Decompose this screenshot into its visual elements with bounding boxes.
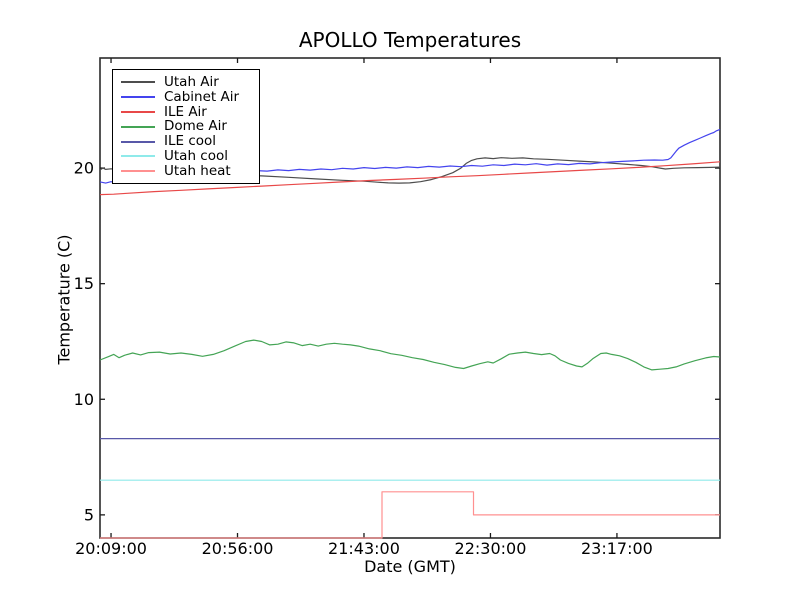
legend-item-utah-heat: Utah heat xyxy=(121,163,255,179)
y-axis-label: Temperature (C) xyxy=(54,234,74,365)
legend-item-cabinet-air: Cabinet Air xyxy=(121,89,255,105)
series-group xyxy=(99,128,721,539)
legend-line-sample xyxy=(121,81,155,84)
legend-line-sample xyxy=(121,170,155,173)
legend-item-ile-cool: ILE cool xyxy=(121,134,255,149)
series-dome-air xyxy=(99,339,721,371)
legend-line-sample xyxy=(121,110,155,113)
legend-line-sample xyxy=(121,125,155,128)
legend: Utah Air Cabinet Air ILE Air Dome Air IL… xyxy=(112,69,260,184)
x-axis-label: Date (GMT) xyxy=(364,557,456,576)
x-tick-label: 20:56:00 xyxy=(202,539,274,558)
legend-item-dome-air: Dome Air xyxy=(121,119,255,134)
legend-line-sample xyxy=(121,140,155,143)
y-tick-label: 10 xyxy=(74,390,94,409)
x-tick-label: 21:43:00 xyxy=(328,539,400,558)
legend-item-ile-air: ILE Air xyxy=(121,104,255,120)
legend-item-utah-air: Utah Air xyxy=(121,75,255,90)
legend-item-utah-cool: Utah cool xyxy=(121,149,255,164)
x-tick-label: 20:09:00 xyxy=(75,539,147,558)
series-ile-air xyxy=(99,161,721,196)
y-tick-label: 5 xyxy=(84,505,94,524)
x-tick-label: 23:17:00 xyxy=(581,539,653,558)
chart-title: APOLLO Temperatures xyxy=(298,28,522,52)
y-tick-label: 20 xyxy=(74,159,94,178)
series-utah-heat xyxy=(100,491,720,539)
plot-frame xyxy=(99,57,721,539)
y-tick-label: 15 xyxy=(74,274,94,293)
legend-line-sample xyxy=(121,96,155,99)
x-tick-label: 22:30:00 xyxy=(455,539,527,558)
legend-line-sample xyxy=(121,155,155,158)
